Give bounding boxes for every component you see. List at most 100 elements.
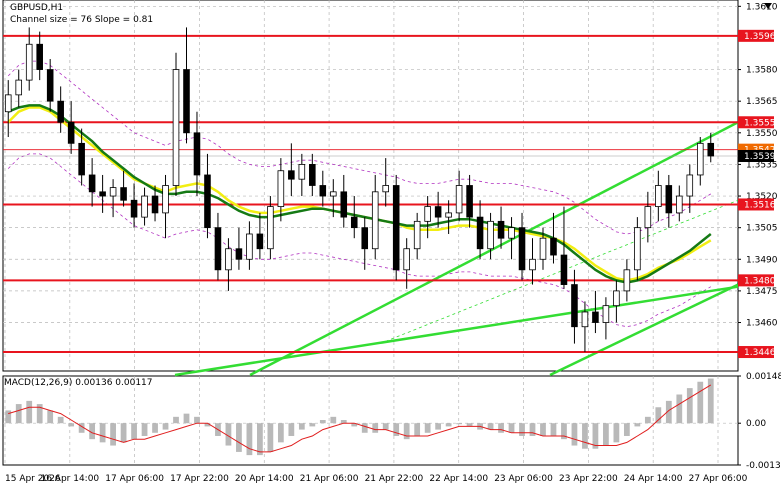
level-price-tag bbox=[738, 198, 774, 211]
candle-body bbox=[120, 187, 127, 201]
price-tick-label: 1.3535 bbox=[746, 160, 778, 170]
macd-histogram-bar bbox=[5, 410, 12, 424]
candle-body bbox=[15, 79, 23, 96]
macd-histogram-bar bbox=[36, 404, 43, 424]
macd-histogram-bar bbox=[686, 388, 693, 424]
candle-body bbox=[151, 195, 159, 214]
macd-histogram-bar bbox=[676, 394, 683, 424]
macd-histogram-bar bbox=[298, 423, 305, 430]
candle-body bbox=[57, 100, 64, 123]
candle-body bbox=[162, 185, 169, 214]
macd-label: MACD(12,26,9) 0.00136 0.00117 bbox=[4, 378, 153, 388]
macd-histogram-bar bbox=[309, 423, 316, 427]
candle-body bbox=[445, 212, 452, 218]
macd-plot-frame bbox=[2, 375, 739, 466]
time-tick-label: 20 Apr 14:00 bbox=[235, 474, 294, 484]
candle-body bbox=[67, 121, 75, 144]
macd-histogram-bar bbox=[414, 423, 421, 436]
candle-body bbox=[36, 43, 43, 70]
candle-body bbox=[644, 206, 652, 229]
price-tick-label: 1.3505 bbox=[746, 224, 778, 234]
candle-body bbox=[88, 174, 96, 193]
time-tick-label: 21 Apr 22:00 bbox=[365, 474, 424, 484]
macd-histogram-bar bbox=[57, 416, 64, 424]
macd-histogram-bar bbox=[15, 404, 22, 424]
macd-histogram-bar bbox=[204, 423, 211, 427]
candle-body bbox=[613, 290, 620, 307]
macd-histogram-bar bbox=[173, 416, 179, 424]
macd-histogram-bar bbox=[435, 423, 442, 430]
macd-histogram-bar bbox=[529, 423, 536, 436]
level-price-tag bbox=[738, 274, 774, 287]
price-tick-label: 1.3520 bbox=[746, 192, 778, 202]
macd-histogram-bar bbox=[162, 423, 169, 430]
macd-histogram-bar bbox=[78, 423, 85, 433]
candle-body bbox=[434, 206, 442, 218]
macd-histogram-bar bbox=[393, 423, 400, 436]
price-tick-label: 1.3610 bbox=[746, 2, 778, 12]
macd-histogram-bar bbox=[550, 423, 557, 436]
time-tick-label: 24 Apr 14:00 bbox=[624, 474, 683, 484]
macd-signal-line bbox=[8, 384, 712, 453]
macd-histogram-bar bbox=[288, 423, 295, 436]
price-tick-label: 1.3490 bbox=[746, 255, 778, 265]
macd-histogram-bar bbox=[634, 423, 641, 427]
candle-body bbox=[78, 142, 85, 176]
candle-body bbox=[655, 185, 662, 207]
candle-body bbox=[592, 311, 599, 323]
macd-histogram-bar bbox=[183, 413, 190, 424]
channel-top-boundary bbox=[249, 121, 739, 377]
candle-body bbox=[361, 227, 369, 250]
macd-histogram-bar bbox=[47, 410, 54, 424]
channel-info-label: Channel size = 76 Slope = 0.81 bbox=[10, 15, 154, 25]
candle-body bbox=[25, 43, 33, 81]
channel-upper-boundary bbox=[174, 285, 739, 377]
channel-midline bbox=[379, 199, 739, 344]
macd-histogram-bar bbox=[644, 416, 651, 424]
macd-histogram-bar bbox=[26, 400, 33, 424]
candle-body bbox=[403, 248, 410, 271]
time-tick-label: 23 Apr 06:00 bbox=[494, 474, 553, 484]
candle-body bbox=[204, 174, 211, 229]
macd-histogram-bar bbox=[319, 420, 326, 424]
macd-histogram-bar bbox=[540, 423, 546, 436]
price-tick-label: 1.3460 bbox=[746, 319, 778, 329]
ma-slow-line bbox=[7, 104, 712, 284]
candle-body bbox=[172, 69, 180, 186]
price-tick-label: 1.3550 bbox=[746, 129, 778, 139]
candle-body bbox=[235, 248, 243, 260]
macd-histogram-bar bbox=[623, 423, 630, 436]
channel-lower-boundary bbox=[549, 283, 739, 377]
macd-histogram-bar bbox=[267, 423, 274, 452]
candle-body bbox=[371, 191, 379, 250]
level-price-label: 1.3446 bbox=[744, 348, 776, 358]
candle-body bbox=[581, 311, 589, 328]
candle-body bbox=[309, 164, 316, 186]
macd-histogram-bar bbox=[456, 423, 462, 425]
candle-body bbox=[183, 69, 190, 134]
macd-histogram-bar bbox=[508, 423, 515, 433]
candle-body bbox=[256, 233, 264, 250]
macd-histogram-bar bbox=[152, 423, 158, 433]
candle-body bbox=[696, 142, 704, 176]
candle-body bbox=[267, 206, 274, 250]
macd-histogram-bar bbox=[613, 423, 620, 443]
time-tick-label: 17 Apr 22:00 bbox=[170, 474, 229, 484]
macd-histogram-bar bbox=[68, 423, 75, 427]
macd-histogram-bar bbox=[120, 423, 127, 443]
candle-body bbox=[225, 248, 232, 271]
macd-histogram-bar bbox=[194, 416, 200, 424]
macd-histogram-bar bbox=[141, 423, 148, 436]
macd-histogram-bar bbox=[340, 420, 347, 424]
macd-histogram-bar bbox=[655, 407, 662, 424]
level-price-tag bbox=[738, 29, 774, 42]
macd-histogram-bar bbox=[707, 378, 714, 424]
ask-price-tag bbox=[738, 143, 774, 155]
price-tick-label: 1.3565 bbox=[746, 97, 778, 107]
candle-body bbox=[130, 199, 138, 218]
candle-body bbox=[288, 170, 295, 180]
macd-histogram-bar bbox=[330, 416, 337, 424]
candle-body bbox=[476, 216, 484, 250]
bid-price-label: 1.3539 bbox=[744, 152, 776, 162]
